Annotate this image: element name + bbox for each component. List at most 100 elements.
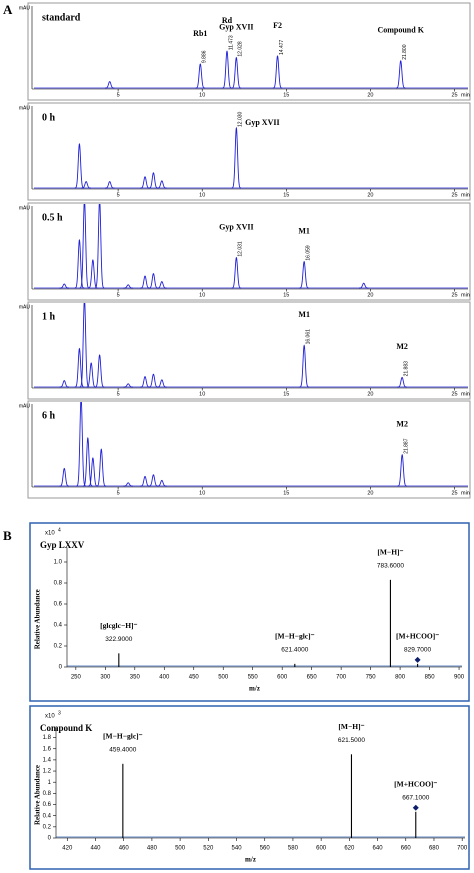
x-tick-label: 420 bbox=[62, 846, 73, 852]
peak bbox=[140, 475, 150, 487]
x-tick-label: 500 bbox=[218, 675, 229, 681]
y-tick-label: 1.6 bbox=[43, 746, 52, 752]
x-tick-label: 20 bbox=[367, 490, 373, 496]
peak bbox=[96, 448, 107, 487]
peak bbox=[74, 143, 85, 189]
peak-name: M2 bbox=[396, 420, 408, 429]
ion-name: [M−H]⁻ bbox=[377, 548, 403, 557]
y-tick-label: 0.2 bbox=[43, 824, 52, 830]
y-axis-label: Relative Abundance bbox=[34, 765, 42, 825]
x-tick-label: 10 bbox=[199, 192, 205, 198]
x-tick-label: 25 bbox=[451, 292, 457, 298]
peak bbox=[74, 238, 85, 289]
peak bbox=[76, 402, 86, 487]
x-tick-label: 580 bbox=[288, 846, 299, 852]
x-tick-label: 600 bbox=[316, 846, 327, 852]
peak bbox=[140, 275, 150, 289]
trace bbox=[59, 402, 407, 487]
x-tick-label: 450 bbox=[189, 675, 200, 681]
x-tick-label: 15 bbox=[283, 192, 289, 198]
x-tick-label: 500 bbox=[175, 846, 186, 852]
peak bbox=[157, 479, 167, 487]
x-tick-label: 620 bbox=[344, 846, 355, 852]
x-tick-label: 440 bbox=[90, 846, 101, 852]
y-tick-label: 1.8 bbox=[43, 735, 52, 741]
peak-mz: 459.4000 bbox=[109, 747, 136, 754]
x-unit: min bbox=[461, 391, 470, 397]
panel-title: Gyp LXXV bbox=[40, 540, 85, 550]
peak bbox=[59, 467, 69, 487]
x-tick-label: 800 bbox=[395, 675, 406, 681]
x-tick-label: 300 bbox=[100, 675, 111, 681]
x-unit: min bbox=[461, 292, 470, 298]
x-tick-label: 20 bbox=[367, 292, 373, 298]
x-tick-label: 750 bbox=[366, 675, 377, 681]
x-tick-label: 10 bbox=[199, 490, 205, 496]
y-tick-label: 1.0 bbox=[54, 560, 63, 566]
y-tick-label: 1.4 bbox=[43, 757, 52, 763]
peak-marker bbox=[412, 804, 419, 811]
x-unit: min bbox=[461, 490, 470, 496]
x-tick-label: 520 bbox=[203, 846, 214, 852]
trace bbox=[59, 204, 369, 289]
peak bbox=[79, 303, 90, 388]
ion-name: [M−H−glc]⁻ bbox=[275, 632, 315, 641]
peak bbox=[83, 436, 93, 487]
retention-time: 12.031 bbox=[238, 241, 244, 257]
peak-name: Compound K bbox=[377, 26, 424, 35]
peak bbox=[157, 281, 167, 289]
peak-name: Gyp XVII bbox=[219, 22, 253, 31]
peak bbox=[94, 204, 105, 289]
panel-label: B bbox=[3, 528, 12, 543]
y-axis-label: mAU bbox=[19, 205, 31, 211]
peak bbox=[86, 362, 96, 388]
retention-time: 16.061 bbox=[306, 329, 312, 345]
x-tick-label: 20 bbox=[367, 92, 373, 98]
y-tick-label: 1 bbox=[48, 780, 52, 786]
peak bbox=[94, 354, 105, 388]
y-axis-label: Relative Abundance bbox=[34, 589, 42, 649]
peak-name: Rb1 bbox=[193, 29, 207, 38]
peak bbox=[123, 284, 133, 289]
y-axis-label: mAU bbox=[19, 105, 31, 111]
x-tick-label: 560 bbox=[260, 846, 271, 852]
retention-time: 11.473 bbox=[228, 35, 234, 50]
peak bbox=[148, 273, 159, 289]
retention-time: 16.059 bbox=[305, 245, 311, 261]
x-tick-label: 460 bbox=[119, 846, 130, 852]
x-tick-label: 250 bbox=[71, 675, 82, 681]
peak-mz: 783.6000 bbox=[377, 563, 404, 570]
peak-mz: 621.4000 bbox=[281, 647, 308, 654]
peak bbox=[123, 383, 133, 388]
x-tick-label: 25 bbox=[451, 490, 457, 496]
peak bbox=[148, 373, 159, 388]
peak-marker bbox=[414, 656, 421, 663]
x-tick-label: 20 bbox=[367, 192, 373, 198]
ion-name: [M−H−glc]⁻ bbox=[103, 732, 143, 741]
peak bbox=[299, 344, 309, 388]
x-tick-label: 10 bbox=[199, 92, 205, 98]
x-tick-label: 650 bbox=[307, 675, 318, 681]
peak bbox=[222, 50, 232, 89]
ion-name: [M+HCOO]⁻ bbox=[396, 632, 439, 641]
x-tick-label: 400 bbox=[159, 675, 170, 681]
x-unit: min bbox=[461, 192, 470, 198]
peak bbox=[195, 63, 206, 89]
peak-name: M1 bbox=[298, 226, 310, 235]
peak-mz: 621.5000 bbox=[338, 737, 365, 744]
x-tick-label: 550 bbox=[248, 675, 259, 681]
x-tick-label: 680 bbox=[429, 846, 440, 852]
retention-time: 9.886 bbox=[202, 50, 208, 63]
peak bbox=[272, 55, 283, 89]
panel-title: 6 h bbox=[42, 410, 56, 421]
peak bbox=[148, 474, 159, 487]
y-multiplier: x10 bbox=[45, 714, 55, 720]
panel-frame bbox=[27, 202, 471, 301]
x-tick-label: 25 bbox=[451, 92, 457, 98]
x-tick-label: 900 bbox=[454, 675, 465, 681]
x-tick-label: 700 bbox=[336, 675, 347, 681]
x-tick-label: 15 bbox=[283, 391, 289, 397]
peak bbox=[231, 56, 242, 89]
peak bbox=[396, 60, 406, 89]
